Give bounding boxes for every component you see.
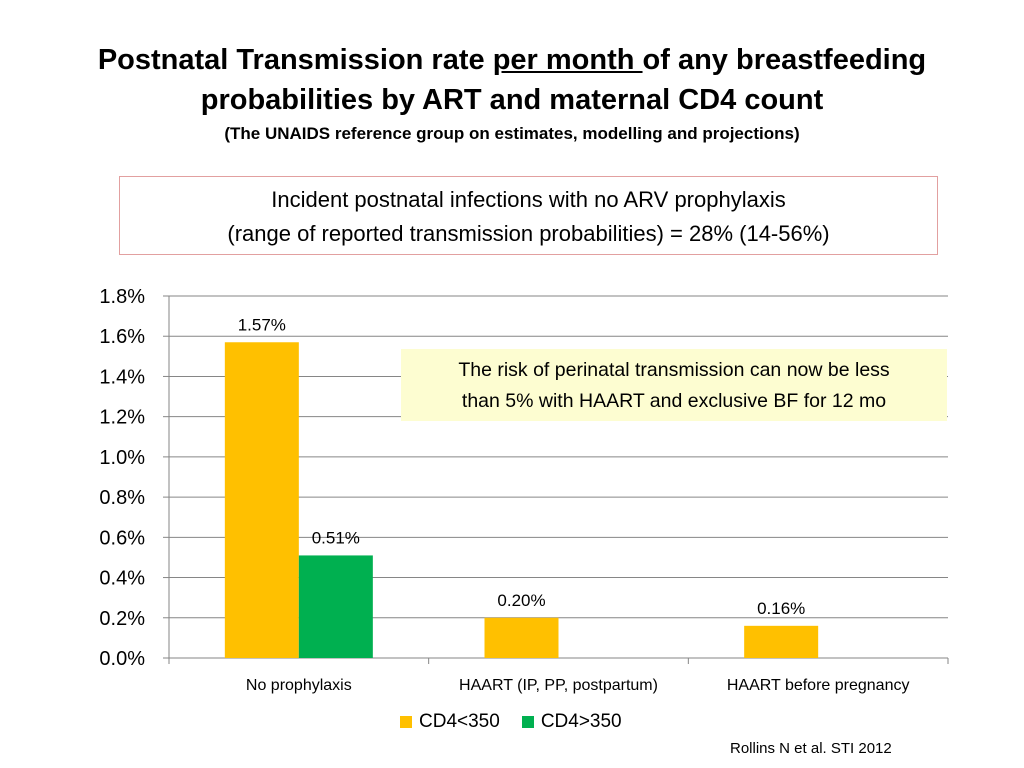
x-category-label: HAART (IP, PP, postpartum) — [459, 677, 658, 694]
title-part-2: of any breastfeeding — [642, 44, 927, 76]
data-label: 0.16% — [757, 599, 805, 618]
page-title-line-2: probabilities by ART and maternal CD4 co… — [200, 84, 824, 116]
legend-label: CD4<350 — [419, 711, 500, 732]
bar — [484, 617, 559, 658]
y-tick-label: 0.4% — [99, 568, 145, 590]
callout-line-1: The risk of perinatal transmission can n… — [458, 359, 890, 381]
bar — [298, 555, 373, 658]
legend-item-cd4-lt-350: CD4<350 — [400, 711, 500, 733]
x-category-label: No prophylaxis — [246, 677, 352, 694]
x-category-label: HAART before pregnancy — [727, 677, 910, 694]
y-tick-label: 1.6% — [99, 326, 145, 348]
info-box: Incident postnatal infections with no AR… — [119, 176, 938, 255]
page-subtitle: (The UNAIDS reference group on estimates… — [224, 124, 800, 143]
page-title: Postnatal Transmission rate per month of… — [0, 40, 1024, 80]
data-label: 0.51% — [312, 528, 360, 547]
y-tick-label: 1.8% — [99, 286, 145, 308]
bar — [224, 342, 299, 658]
info-line-1: Incident postnatal infections with no AR… — [271, 187, 786, 212]
legend-swatch — [400, 716, 412, 728]
title-block: Postnatal Transmission rate per month of… — [0, 40, 1024, 146]
y-tick-label: 0.0% — [99, 648, 145, 670]
chart-legend: CD4<350 CD4>350 — [400, 711, 644, 733]
info-line-2: (range of reported transmission probabil… — [227, 221, 830, 246]
callout-line-2: than 5% with HAART and exclusive BF for … — [461, 390, 887, 412]
legend-label: CD4>350 — [540, 711, 622, 732]
title-part-1: Postnatal Transmission rate — [97, 44, 493, 76]
y-tick-label: 0.6% — [99, 527, 145, 549]
title-underlined: per month — [492, 44, 643, 76]
data-label: 1.57% — [238, 315, 286, 334]
y-tick-label: 0.8% — [99, 487, 145, 509]
y-tick-label: 1.2% — [99, 407, 145, 429]
data-label: 0.20% — [497, 591, 545, 610]
citation: Rollins N et al. STI 2012 — [730, 740, 892, 757]
callout-box: The risk of perinatal transmission can n… — [401, 349, 947, 421]
y-tick-label: 1.4% — [99, 366, 145, 388]
legend-swatch — [521, 716, 534, 728]
legend-item-cd4-gt-350: CD4>350 — [521, 711, 622, 733]
y-tick-label: 0.2% — [99, 608, 145, 630]
bar — [744, 625, 819, 658]
y-tick-label: 1.0% — [99, 447, 145, 469]
